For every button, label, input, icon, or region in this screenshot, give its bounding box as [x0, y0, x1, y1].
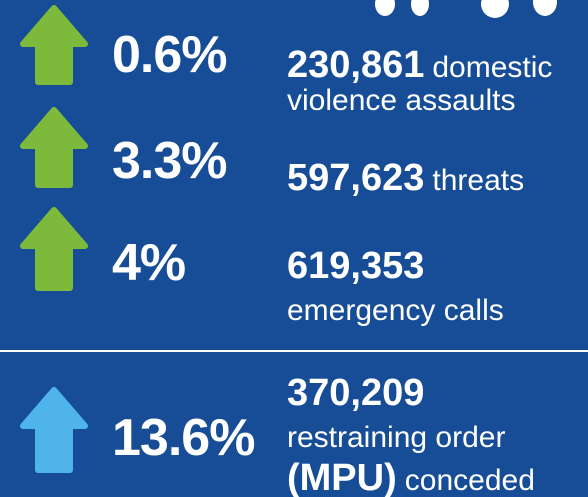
change-percent: 3.3% [112, 132, 227, 190]
decoration [375, 0, 557, 18]
arrow-up [20, 5, 88, 85]
description: restraining order [287, 421, 505, 454]
arrow-up [20, 387, 88, 473]
change-percent: 13.6% [112, 409, 254, 467]
description-line: violence assaults [287, 84, 515, 117]
change-percent: 0.6% [112, 26, 227, 84]
description: emergency calls [287, 294, 504, 327]
description: conceded [405, 464, 535, 497]
description-line: 619,353 [287, 245, 424, 287]
description-line: 597,623 threats [287, 157, 524, 199]
change-percent: 4% [112, 234, 185, 292]
number: 230,861 [287, 44, 424, 86]
description-line: emergency calls [287, 294, 504, 327]
description-line: 370,209 [287, 372, 424, 414]
arrow-up [20, 107, 88, 188]
number: (MPU) [287, 457, 397, 497]
description: threats [432, 164, 524, 197]
description-line: (MPU) conceded [287, 457, 535, 497]
description: violence assaults [287, 84, 515, 117]
description-line: 230,861 domestic [287, 44, 552, 86]
description: domestic [432, 51, 552, 84]
number: 597,623 [287, 157, 424, 199]
number: 619,353 [287, 245, 424, 287]
description-line: restraining order [287, 421, 505, 454]
number: 370,209 [287, 372, 424, 414]
arrow-up [20, 207, 88, 291]
